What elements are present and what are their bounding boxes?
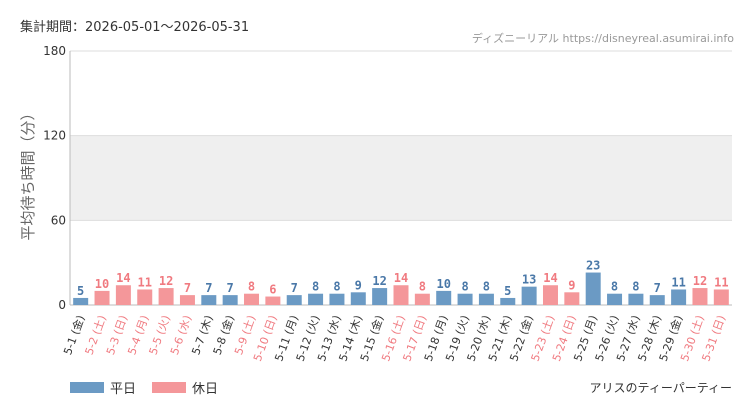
bar-18 [436, 290, 452, 305]
value-label-6: 7 [184, 281, 191, 295]
value-label-8: 7 [227, 281, 234, 295]
bar-14 [350, 292, 366, 305]
bar-22 [521, 286, 537, 305]
y-tick-label: 60 [51, 213, 66, 227]
bar-29 [671, 289, 687, 305]
bar-3 [115, 285, 131, 305]
value-label-1: 5 [77, 284, 84, 298]
bar-16 [393, 285, 409, 305]
bar-27 [628, 293, 644, 305]
bar-10 [265, 296, 281, 305]
value-label-7: 7 [205, 281, 212, 295]
value-label-10: 6 [269, 283, 276, 297]
value-label-31: 11 [714, 275, 728, 289]
bar-6 [179, 295, 195, 305]
legend: 平日 休日 [70, 378, 218, 397]
value-label-22: 13 [522, 273, 536, 287]
bar-2 [94, 290, 110, 305]
value-label-17: 8 [419, 280, 426, 294]
bar-5 [158, 288, 174, 305]
shaded-band [70, 135, 732, 221]
bar-31 [713, 289, 729, 305]
y-axis-label: 平均待ち時間（分） [19, 105, 37, 240]
bar-24 [564, 292, 580, 305]
bar-25 [585, 272, 601, 305]
bar-1 [73, 297, 89, 305]
source-label: ディズニーリアル https://disneyreal.asumirai.inf… [471, 32, 734, 45]
attraction-name: アリスのティーパーティー [589, 381, 732, 395]
y-tick-label: 180 [43, 44, 66, 58]
bar-9 [244, 293, 260, 305]
value-label-27: 8 [632, 280, 639, 294]
bar-8 [222, 295, 238, 305]
bar-13 [329, 293, 345, 305]
bar-7 [201, 295, 217, 305]
value-label-3: 14 [116, 271, 130, 285]
legend-item-holiday: 休日 [152, 378, 218, 397]
value-label-4: 11 [138, 275, 152, 289]
period-label: 集計期間：2026-05-01〜2026-05-31 [20, 20, 250, 35]
bar-4 [137, 289, 153, 305]
value-label-2: 10 [95, 277, 109, 291]
value-label-11: 7 [291, 281, 298, 295]
bar-12 [308, 293, 324, 305]
bar-15 [372, 288, 388, 305]
legend-item-weekday: 平日 [70, 378, 136, 397]
value-label-13: 8 [333, 280, 340, 294]
value-label-24: 9 [568, 278, 575, 292]
value-label-25: 23 [586, 259, 600, 273]
value-label-20: 8 [483, 280, 490, 294]
value-label-15: 12 [372, 274, 386, 288]
value-label-21: 5 [504, 284, 511, 298]
legend-swatch-holiday [152, 382, 187, 393]
bar-20 [478, 293, 494, 305]
bar-19 [457, 293, 473, 305]
value-label-5: 12 [159, 274, 173, 288]
bar-28 [649, 295, 665, 305]
value-label-12: 8 [312, 280, 319, 294]
legend-swatch-weekday [70, 382, 104, 393]
value-label-16: 14 [394, 271, 408, 285]
value-label-26: 8 [611, 280, 618, 294]
bar-11 [286, 295, 302, 305]
value-label-9: 8 [248, 280, 255, 294]
bar-21 [500, 297, 516, 305]
legend-label-holiday: 休日 [192, 382, 219, 397]
value-label-23: 14 [543, 271, 557, 285]
legend-label-weekday: 平日 [110, 382, 137, 397]
value-label-28: 7 [654, 281, 661, 295]
value-label-14: 9 [355, 278, 362, 292]
bar-26 [607, 293, 623, 305]
bar-23 [542, 285, 558, 305]
value-label-30: 12 [693, 274, 707, 288]
value-label-19: 8 [461, 280, 468, 294]
bar-30 [692, 288, 708, 305]
value-label-29: 11 [671, 275, 685, 289]
value-label-18: 10 [436, 277, 450, 291]
y-tick-label: 120 [43, 129, 66, 143]
y-tick-label: 0 [58, 298, 66, 312]
bar-17 [414, 293, 430, 305]
